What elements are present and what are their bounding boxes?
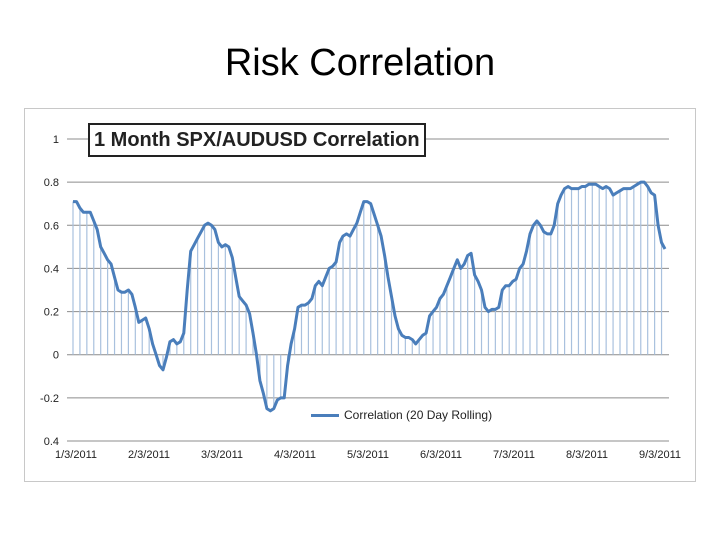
chart-legend: Correlation (20 Day Rolling) (311, 407, 492, 423)
x-tick-label: 9/3/2011 (639, 449, 681, 461)
y-tick-label: -0.2 (40, 393, 59, 405)
x-tick-label: 1/3/2011 (55, 449, 97, 461)
x-tick-label: 2/3/2011 (128, 449, 170, 461)
chart-frame: 1 0.8 0.6 0.4 0.2 0 -0.2 0.4 1/3/2011 2/3/2011 3/… (24, 108, 696, 482)
y-tick-label: 0.4 (44, 263, 59, 275)
x-axis-ticks: 1/3/2011 2/3/2011 3/3/2011 4/3/2011 5/3/2011… (55, 449, 681, 461)
y-tick-label: 0.2 (44, 307, 59, 319)
y-tick-label: 0.4 (44, 436, 59, 448)
legend-swatch (311, 413, 339, 417)
y-tick-label: 0 (53, 350, 59, 362)
chart-title: 1 Month SPX/AUDUSD Correlation (88, 123, 426, 157)
x-tick-label: 5/3/2011 (347, 449, 389, 461)
x-tick-label: 8/3/2011 (566, 449, 608, 461)
correlation-chart: 1 0.8 0.6 0.4 0.2 0 -0.2 0.4 1/3/2011 2/3/2011 3/… (40, 134, 681, 461)
x-tick-label: 3/3/2011 (201, 449, 243, 461)
y-axis-ticks: 1 0.8 0.6 0.4 0.2 0 -0.2 0.4 (40, 134, 59, 448)
y-tick-label: 0.8 (44, 177, 59, 189)
y-tick-label: 1 (53, 134, 59, 146)
y-tick-label: 0.6 (44, 220, 59, 232)
x-tick-label: 7/3/2011 (493, 449, 535, 461)
x-tick-label: 4/3/2011 (274, 449, 316, 461)
slide-title: Risk Correlation (224, 42, 496, 84)
correlation-series-line (73, 180, 667, 413)
legend-label: Correlation (20 Day Rolling) (344, 408, 493, 422)
x-tick-label: 6/3/2011 (420, 449, 462, 461)
chart-spikes (72, 182, 663, 409)
